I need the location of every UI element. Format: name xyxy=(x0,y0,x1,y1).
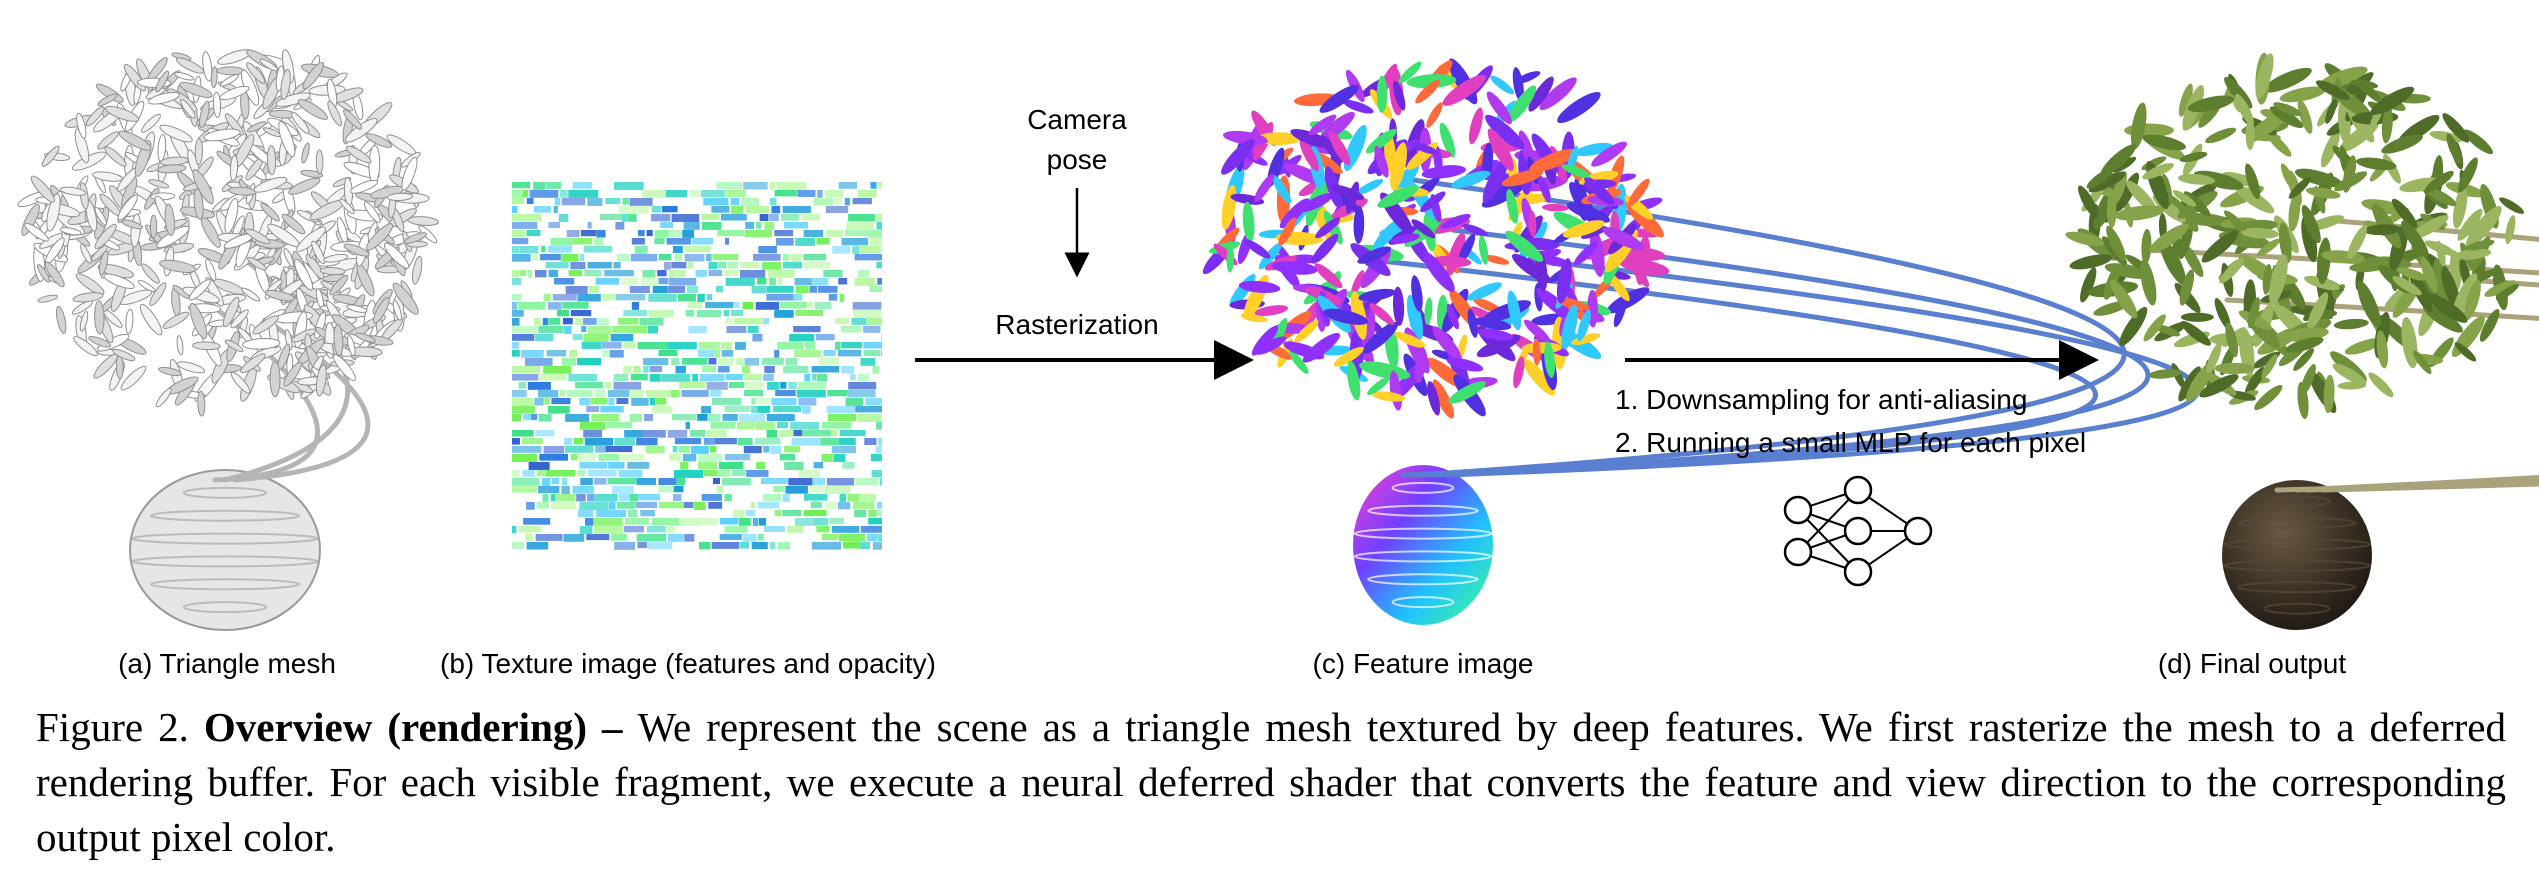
caption-text: We represent the scene as a triangle mes… xyxy=(36,704,2507,860)
caption-title: Overview (rendering) – xyxy=(203,704,638,750)
final-output-image xyxy=(2065,52,2539,630)
panel-d-label: (d) Final output xyxy=(2157,648,2347,679)
neural-network-icon xyxy=(1783,475,1933,587)
step-1-label: 1. Downsampling for anti-aliasing xyxy=(1615,384,2028,415)
caption-prefix: Figure 2. xyxy=(36,704,204,750)
texture-image xyxy=(512,182,882,552)
panel-a-label: (a) Triangle mesh xyxy=(118,648,336,679)
triangle-mesh-image xyxy=(17,49,439,631)
step-2-label: 2. Running a small MLP for each pixel xyxy=(1615,427,2087,458)
rasterization-label: Rasterization xyxy=(995,309,1159,340)
camera-pose-label: Camera pose xyxy=(1027,100,1127,180)
camera-pose-line1: Camera xyxy=(1027,104,1127,135)
figure-caption: Figure 2. Overview (rendering) – We repr… xyxy=(36,700,2506,865)
figure-illustration xyxy=(17,49,2539,631)
panel-b-label: (b) Texture image (features and opacity) xyxy=(440,648,936,679)
feature-image xyxy=(1202,58,2200,625)
camera-pose-line2: pose xyxy=(1046,144,1108,175)
panel-c-label: (c) Feature image xyxy=(1312,648,1534,679)
